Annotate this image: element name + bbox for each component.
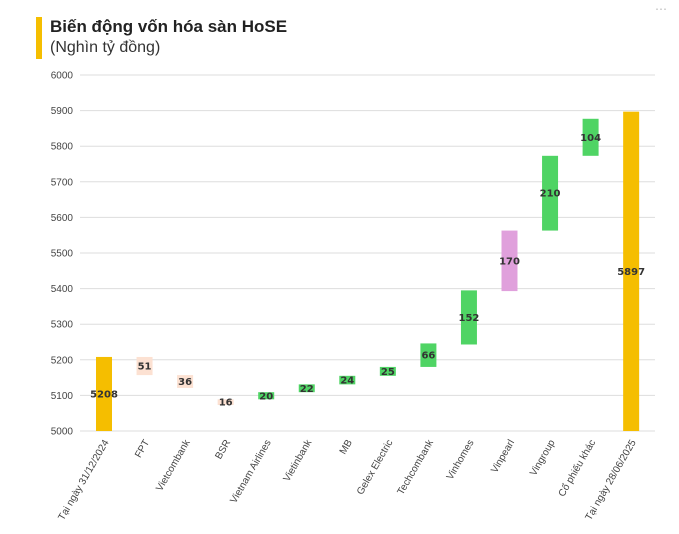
bar [379, 366, 396, 376]
y-tick-label: 6000 [51, 71, 74, 82]
data-label: 66 [421, 351, 435, 362]
data-label: 210 [540, 189, 561, 200]
chart-subtitle: (Nghìn tỷ đồng) [50, 39, 161, 56]
data-label: 5897 [617, 267, 645, 278]
data-label: 16 [219, 398, 233, 409]
data-label: 22 [300, 384, 314, 395]
y-tick-label: 5400 [51, 284, 74, 295]
x-tick-label: Gelex Electric [355, 438, 395, 497]
bar [460, 290, 477, 345]
data-label: 24 [340, 376, 354, 387]
bar [501, 230, 518, 292]
x-tick-label: Tại ngày 31/12/2024 [56, 438, 111, 523]
title-accent-bar [36, 17, 42, 59]
bar [96, 356, 112, 431]
data-label: 170 [499, 256, 520, 267]
x-tick-label: Vietinbank [282, 437, 315, 484]
data-label: 36 [178, 377, 192, 388]
bar [217, 399, 234, 406]
bar [420, 343, 437, 367]
bar [542, 155, 559, 231]
x-tick-label: FPT [133, 438, 152, 460]
bars [96, 111, 640, 431]
ellipsis-icon[interactable]: ⋯ [655, 2, 667, 16]
x-tick-label: BSR [213, 438, 233, 461]
data-labels: 5208 51 36 16 20 22 24 25 66 152 170 210 104 5897 [90, 133, 645, 409]
x-tick-label: Vietnam Airlines [229, 438, 274, 505]
x-tick-label: MB [338, 438, 355, 457]
data-label: 20 [259, 391, 273, 402]
y-tick-label: 5600 [51, 213, 74, 224]
x-tick-label: Vietcombank [154, 437, 193, 493]
bar [623, 111, 640, 431]
bar [582, 118, 599, 156]
x-tick-label: Vinhomes [445, 438, 477, 482]
bar [258, 392, 275, 400]
bar [298, 384, 315, 393]
x-tick-label: Techcombank [396, 437, 437, 497]
category-labels: Tại ngày 31/12/2024 FPT Vietcombank BSRViet… [56, 437, 638, 522]
y-tick-label: 5500 [51, 249, 74, 260]
y-tick-label: 5300 [51, 320, 74, 331]
x-tick-label: Vinpearl [489, 438, 517, 475]
x-tick-label: Vingroup [528, 438, 558, 478]
y-tick-label: 5900 [51, 106, 74, 117]
y-tick-label: 5000 [51, 427, 74, 438]
bar [177, 375, 194, 388]
y-axis-ticks: 5000 5100 5200 5300 5400 5500 5600 5700 5800 5900… [51, 71, 74, 438]
y-tick-label: 5800 [51, 142, 74, 153]
y-tick-label: 5100 [51, 391, 74, 402]
data-label: 5208 [90, 389, 118, 400]
bar [339, 375, 356, 385]
x-tick-label: Cổ phiếu khác [556, 438, 598, 499]
data-label: 51 [138, 362, 152, 373]
grid-lines [80, 74, 655, 432]
data-label: 25 [381, 367, 395, 378]
data-label: 152 [459, 313, 480, 324]
data-label: 104 [580, 133, 601, 144]
bar [136, 356, 153, 376]
y-tick-label: 5700 [51, 177, 74, 188]
chart-title: Biến động vốn hóa sàn HoSE [50, 17, 288, 36]
y-tick-label: 5200 [51, 355, 74, 366]
